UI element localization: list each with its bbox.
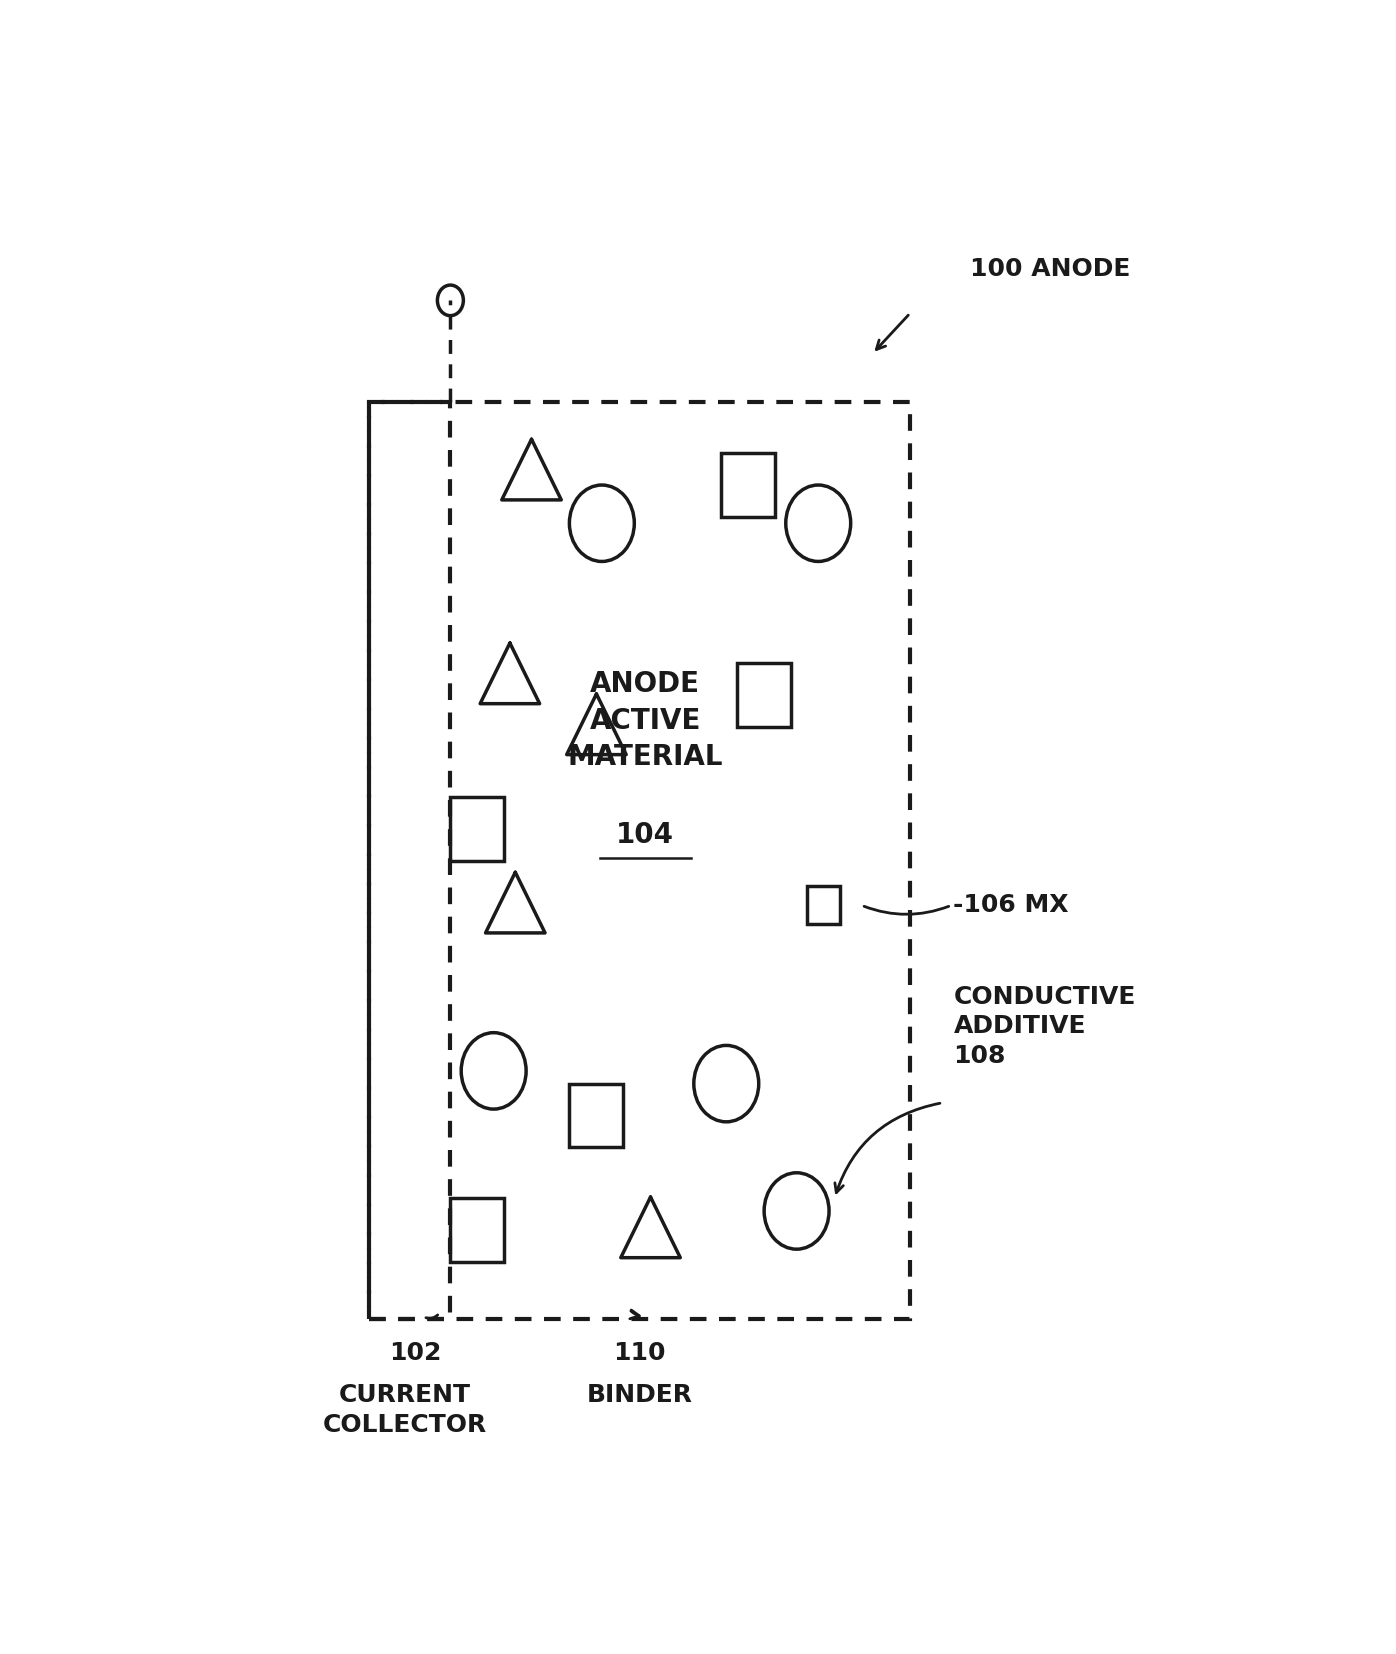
Text: -106 MX: -106 MX xyxy=(953,893,1069,918)
Bar xyxy=(570,1083,624,1148)
Text: 100 ANODE: 100 ANODE xyxy=(970,256,1131,281)
Text: CURRENT
COLLECTOR: CURRENT COLLECTOR xyxy=(322,1383,487,1437)
Bar xyxy=(720,453,775,516)
Text: ANODE
ACTIVE
MATERIAL: ANODE ACTIVE MATERIAL xyxy=(567,670,723,771)
Text: 102: 102 xyxy=(389,1341,443,1365)
Bar xyxy=(737,663,792,728)
Bar xyxy=(451,797,504,860)
Bar xyxy=(369,402,451,1320)
Bar xyxy=(369,402,910,1320)
Bar xyxy=(807,887,840,925)
Text: BINDER: BINDER xyxy=(586,1383,692,1408)
Bar xyxy=(451,1197,504,1262)
Text: 110: 110 xyxy=(613,1341,666,1365)
Text: 104: 104 xyxy=(616,822,674,849)
Text: CONDUCTIVE
ADDITIVE
108: CONDUCTIVE ADDITIVE 108 xyxy=(953,984,1136,1068)
